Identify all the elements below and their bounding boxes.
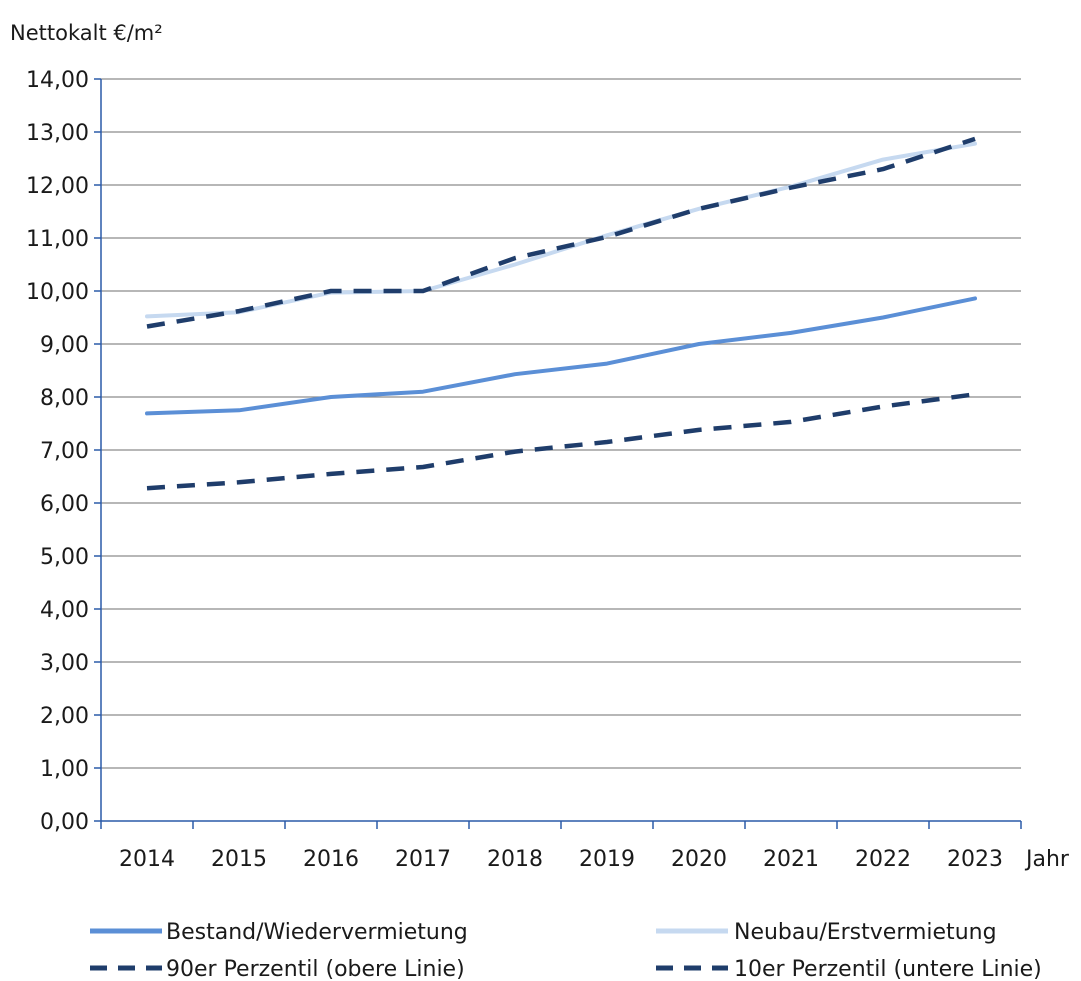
y-tick-label: 14,00: [26, 68, 89, 93]
y-tick-label: 6,00: [40, 492, 89, 517]
x-tick-label: 2021: [763, 847, 819, 872]
x-axis-title: Jahr: [1024, 847, 1070, 872]
y-tick-labels: 0,00 1,00 2,00 3,00 4,00 5,00 6,00 7,00 8,00 9,00…: [26, 68, 101, 835]
y-tick-label: 3,00: [40, 651, 89, 676]
x-tick-label: 2015: [211, 847, 267, 872]
x-tick-label: 2014: [119, 847, 175, 872]
x-tick-label: 2020: [671, 847, 727, 872]
series-line-2: [145, 141, 977, 319]
y-tick-label: 13,00: [26, 121, 89, 146]
y-tick-label: 1,00: [40, 757, 89, 782]
x-tick-label: 2022: [855, 847, 911, 872]
x-tick-label: 2018: [487, 847, 543, 872]
y-tick-label: 11,00: [26, 227, 89, 252]
x-tick-label: 2019: [579, 847, 635, 872]
y-tick-label: 2,00: [40, 704, 89, 729]
y-tick-label: 5,00: [40, 545, 89, 570]
y-tick-label: 8,00: [40, 386, 89, 411]
y-tick-label: 4,00: [40, 598, 89, 623]
x-tick-label: 2023: [947, 847, 1003, 872]
x-axis: 2014 2015 2016 2017 2018 2019 2020 2021 2022 2023: [100, 79, 1022, 872]
y-tick-label: 12,00: [26, 174, 89, 199]
x-tick-label: 2016: [303, 847, 359, 872]
y-tick-label: 7,00: [40, 439, 89, 464]
legend: Bestand/Wiedervermietung Neubau/Erstvermi…: [90, 920, 1042, 981]
series-line-1: [145, 296, 977, 416]
legend-label: 10er Perzentil (untere Linie): [734, 957, 1042, 981]
legend-label: Bestand/Wiedervermietung: [166, 920, 468, 945]
legend-label: 90er Perzentil (obere Linie): [166, 957, 465, 981]
x-tick-label: 2017: [395, 847, 451, 872]
series-lines: [145, 136, 977, 491]
y-tick-label: 0,00: [40, 810, 89, 835]
y-tick-label: 10,00: [26, 280, 89, 305]
legend-label: Neubau/Erstvermietung: [734, 920, 997, 945]
y-tick-label: 9,00: [40, 333, 89, 358]
series-line-4: [146, 392, 976, 491]
y-axis-title: Nettokalt €/m²: [10, 21, 163, 45]
grid-lines: [101, 78, 1021, 769]
series-line-3: [146, 136, 976, 329]
